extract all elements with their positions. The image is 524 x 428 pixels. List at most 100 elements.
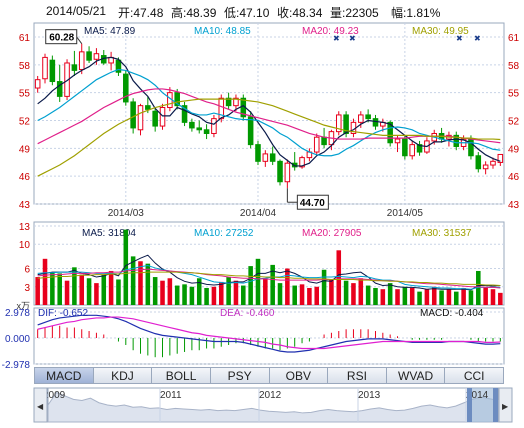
event-marker-icon: ✖ [333, 34, 340, 43]
candle-body [372, 118, 379, 127]
volume-bar [351, 283, 356, 305]
price-legend-33: MA30: 49.95 [412, 26, 469, 37]
volume-bar [461, 287, 466, 305]
volume-bar [336, 250, 342, 305]
candle-body [291, 162, 298, 168]
volume-bar [439, 290, 444, 305]
price-y-tick-left: 61 [19, 33, 31, 44]
price-legend-5: MA5: 47.89 [84, 26, 136, 37]
volume-legend: MA10: 27252 [194, 228, 254, 239]
volume-bar [358, 278, 364, 305]
volume-bar [255, 258, 261, 305]
high-label: 60.28 [49, 33, 74, 44]
tab-rsi[interactable]: RSI [328, 367, 387, 384]
overview-drag-handle-left[interactable] [467, 388, 472, 422]
tab-wvad[interactable]: WVAD [386, 367, 446, 384]
volume-bar [365, 285, 371, 305]
price-legend-22: MA20: 49.23 [302, 26, 359, 37]
volume-bar [138, 261, 143, 305]
volume-bar [182, 284, 187, 305]
candle-body [64, 62, 70, 97]
quote-open: 开:47.48 [118, 6, 164, 20]
candle-body [115, 59, 122, 73]
tab-kdj[interactable]: KDJ [93, 367, 153, 384]
candle-body [497, 153, 504, 163]
volume-bar [299, 284, 305, 305]
overview-right-arrow-button[interactable] [498, 387, 513, 423]
overview-left-arrow-button[interactable] [33, 387, 48, 423]
candle-body [490, 160, 496, 166]
candle-body [145, 105, 151, 110]
volume-bar [402, 286, 408, 305]
candle-body [269, 153, 276, 162]
quote-volume: 量:22305 [330, 6, 379, 20]
high-label-box [45, 29, 78, 45]
volume-bar [314, 286, 320, 305]
volume-bar [417, 291, 422, 305]
candle-body [211, 118, 217, 134]
tab-psy[interactable]: PSY [210, 367, 270, 384]
candle-body [343, 114, 349, 134]
candle-body [262, 153, 269, 162]
tab-obv[interactable]: OBV [269, 367, 329, 384]
volume-bar [409, 287, 415, 305]
candle-body [284, 162, 291, 183]
candle-body [335, 114, 342, 133]
price-y-tick-left: 46 [19, 172, 31, 183]
macd-dea-label: DEA: -0.460 [220, 308, 275, 319]
right-arrow-icon: ▶ [502, 402, 509, 411]
macd-dif-label: DIF: -0.652 [38, 308, 88, 319]
volume-bar [468, 290, 474, 305]
volume-ma5-line [37, 254, 501, 291]
candle-body [137, 105, 144, 131]
candle-body [196, 127, 203, 131]
overview-drag-handle-right[interactable] [493, 388, 498, 422]
volume-bar [424, 289, 430, 305]
volume-bar [490, 289, 496, 305]
volume-bar [189, 286, 195, 305]
volume-bar [241, 285, 246, 305]
tab-boll[interactable]: BOLL [152, 367, 211, 384]
volume-legend: MA30: 31537 [412, 228, 472, 239]
volume-bar [145, 263, 151, 305]
overview-x-tick: 2009 [43, 390, 66, 401]
volume-bar [64, 280, 70, 305]
price-y-tick-right: 52 [508, 117, 520, 128]
volume-bar [86, 278, 92, 305]
candle-body [321, 136, 327, 146]
quote-change: 幅:1.81% [391, 6, 441, 20]
volume-bar [50, 272, 55, 305]
candle-body [313, 136, 320, 153]
candle-body [130, 101, 136, 129]
volume-bar [167, 278, 173, 305]
volume-bar [211, 286, 217, 305]
macd-y-tick: -2.978 [2, 360, 31, 371]
volume-bar [292, 285, 297, 305]
quote-high: 高:48.39 [171, 6, 217, 20]
volume-bar [233, 280, 239, 305]
volume-bar [116, 279, 121, 305]
candle-body [402, 138, 408, 157]
candle-body [123, 73, 129, 103]
volume-y-tick: 3 [24, 283, 30, 294]
volume-bar [226, 277, 231, 305]
price-y-tick-left: 52 [19, 117, 31, 128]
volume-bar [130, 256, 136, 305]
tab-cci[interactable]: CCI [445, 367, 504, 384]
volume-bar [343, 280, 349, 305]
price-y-tick-right: 61 [508, 33, 520, 44]
price-legend-11: MA10: 48.85 [194, 26, 251, 37]
candle-body [159, 107, 166, 127]
price-y-tick-left: 58 [19, 61, 31, 72]
candle-body [218, 97, 225, 120]
candle-body [225, 97, 232, 107]
tab-macd[interactable]: MACD [34, 367, 94, 384]
price-y-tick-right: 43 [508, 200, 520, 211]
volume-unit-label: x万 [16, 301, 30, 311]
price-y-tick-left: 43 [19, 200, 31, 211]
candle-body [86, 51, 92, 61]
price-x-tick: 2014/05 [387, 208, 424, 219]
volume-bar [204, 287, 209, 305]
volume-bar [446, 289, 452, 305]
volume-bar [218, 281, 224, 305]
